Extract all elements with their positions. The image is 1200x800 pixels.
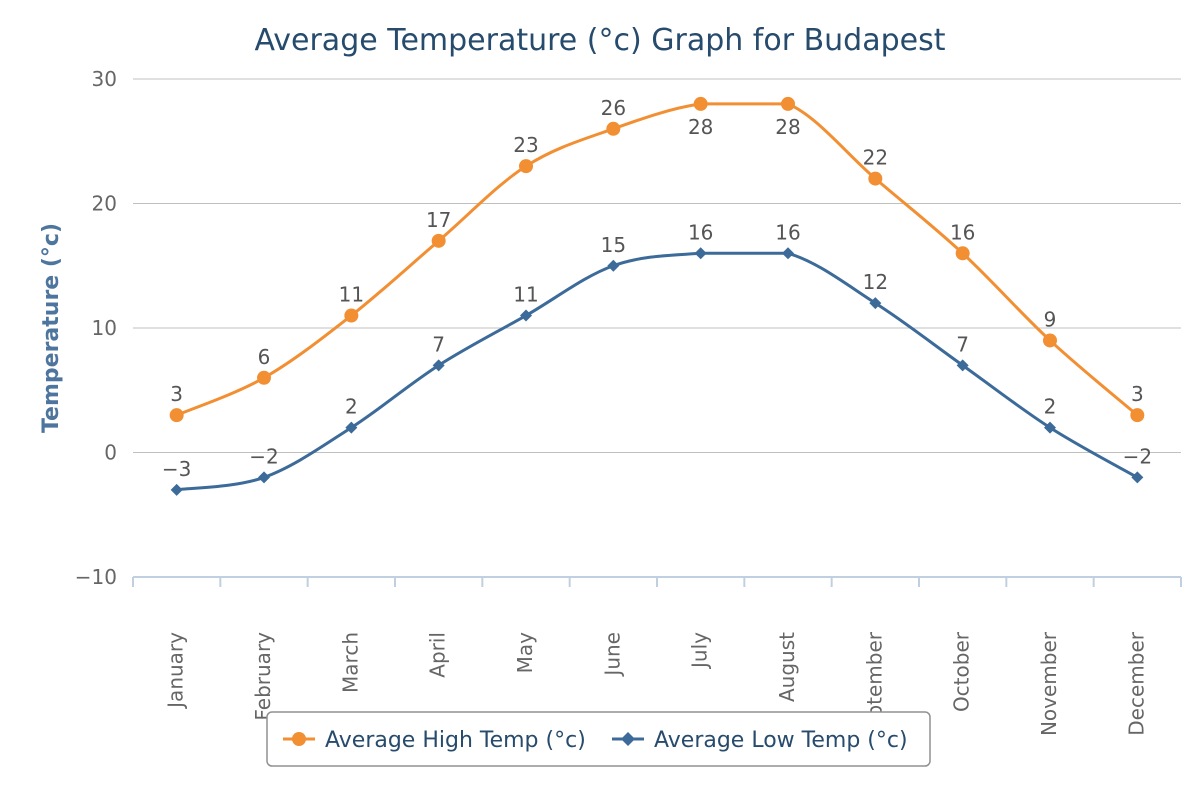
data-point-high	[344, 308, 359, 323]
data-label-high: 26	[601, 96, 626, 120]
data-point-high	[1130, 408, 1145, 423]
legend-item-low[interactable]: Average Low Temp (°c)	[612, 728, 908, 753]
legend-item-high[interactable]: Average High Temp (°c)	[283, 728, 586, 753]
data-point-low	[258, 471, 270, 484]
legend-label-low: Average Low Temp (°c)	[654, 728, 908, 753]
x-tick-label: June	[600, 632, 624, 678]
legend-box	[266, 711, 931, 767]
data-point-low	[956, 359, 969, 372]
data-point-high	[955, 246, 970, 261]
data-label-low: 16	[775, 220, 800, 244]
data-point-high	[606, 121, 621, 136]
data-point-high	[781, 96, 795, 111]
y-axis-ticks: −10 0 10 20 30	[75, 67, 117, 589]
data-label-low: 16	[688, 220, 713, 244]
data-point-high	[693, 96, 708, 111]
data-label-high: 22	[863, 146, 888, 170]
series-line-high	[176, 102, 1139, 417]
data-label-high: 3	[170, 382, 183, 406]
data-label-high: 23	[513, 133, 538, 157]
legend-marker-circle	[292, 732, 306, 746]
legend: Average High Temp (°c) Average Low Temp (…	[266, 711, 931, 767]
data-label-low: 7	[956, 332, 969, 356]
data-point-low	[345, 421, 358, 434]
x-tick-label: December	[1124, 631, 1148, 735]
data-point-low	[607, 259, 620, 272]
x-tick-label: October	[950, 631, 974, 712]
series-high	[169, 96, 1145, 423]
y-tick-label: 20	[92, 192, 117, 216]
data-label-low: 2	[1044, 395, 1057, 419]
data-label-low: −2	[1123, 444, 1152, 468]
x-tick-label: August	[775, 632, 799, 702]
data-point-high	[1043, 333, 1057, 348]
y-tick-label: −10	[75, 565, 117, 589]
legend-label-high: Average High Temp (°c)	[325, 728, 586, 753]
data-label-high: 28	[688, 115, 713, 139]
data-label-high: 6	[258, 345, 271, 369]
data-label-low: −3	[162, 457, 191, 481]
x-tick-label: March	[338, 632, 362, 693]
x-tick-label: January	[164, 632, 188, 710]
data-label-low: −2	[249, 444, 278, 468]
y-tick-label: 0	[104, 441, 117, 465]
data-point-low	[520, 309, 532, 322]
data-point-low	[694, 247, 707, 260]
data-point-low	[782, 247, 794, 260]
data-point-high	[257, 370, 271, 385]
legend-marker-diamond	[621, 732, 635, 746]
x-tick-label: May	[513, 632, 537, 674]
x-tick-label: July	[688, 632, 712, 670]
data-labels: 3 6 11 17 23 26 28 28 22 16 9 3 −3 −2 2 7 11 15 16 16 12 7 2 −2	[162, 96, 1152, 481]
data-label-high: 11	[339, 283, 364, 307]
data-point-low	[432, 359, 445, 372]
data-label-low: 11	[513, 283, 538, 307]
data-point-high	[519, 159, 533, 174]
data-point-high	[169, 408, 184, 423]
x-tick-label: April	[426, 632, 450, 678]
data-label-low: 15	[601, 233, 626, 257]
chart-title: Average Temperature (°c) Graph for Budap…	[255, 23, 946, 58]
data-point-high	[868, 171, 883, 186]
data-point-low	[869, 297, 882, 310]
data-point-high	[431, 233, 446, 248]
grid-lines	[133, 78, 1181, 453]
data-point-low	[1131, 471, 1144, 484]
x-tick-label: February	[251, 632, 275, 721]
data-label-low: 12	[863, 270, 888, 294]
data-label-high: 3	[1131, 382, 1144, 406]
data-label-high: 28	[775, 115, 800, 139]
data-label-high: 9	[1044, 307, 1057, 331]
data-label-low: 7	[432, 332, 445, 356]
series-line-low	[176, 251, 1139, 492]
data-label-high: 16	[950, 220, 975, 244]
series-low	[170, 247, 1144, 496]
series-layer	[169, 96, 1145, 496]
y-axis-label: Temperature (°c)	[39, 223, 64, 433]
data-point-low	[1044, 421, 1056, 434]
data-label-low: 2	[345, 395, 358, 419]
data-label-high: 17	[426, 208, 451, 232]
y-tick-label: 10	[92, 316, 117, 340]
data-point-low	[170, 483, 183, 496]
y-tick-label: 30	[92, 67, 117, 91]
x-tick-label: November	[1037, 631, 1061, 736]
